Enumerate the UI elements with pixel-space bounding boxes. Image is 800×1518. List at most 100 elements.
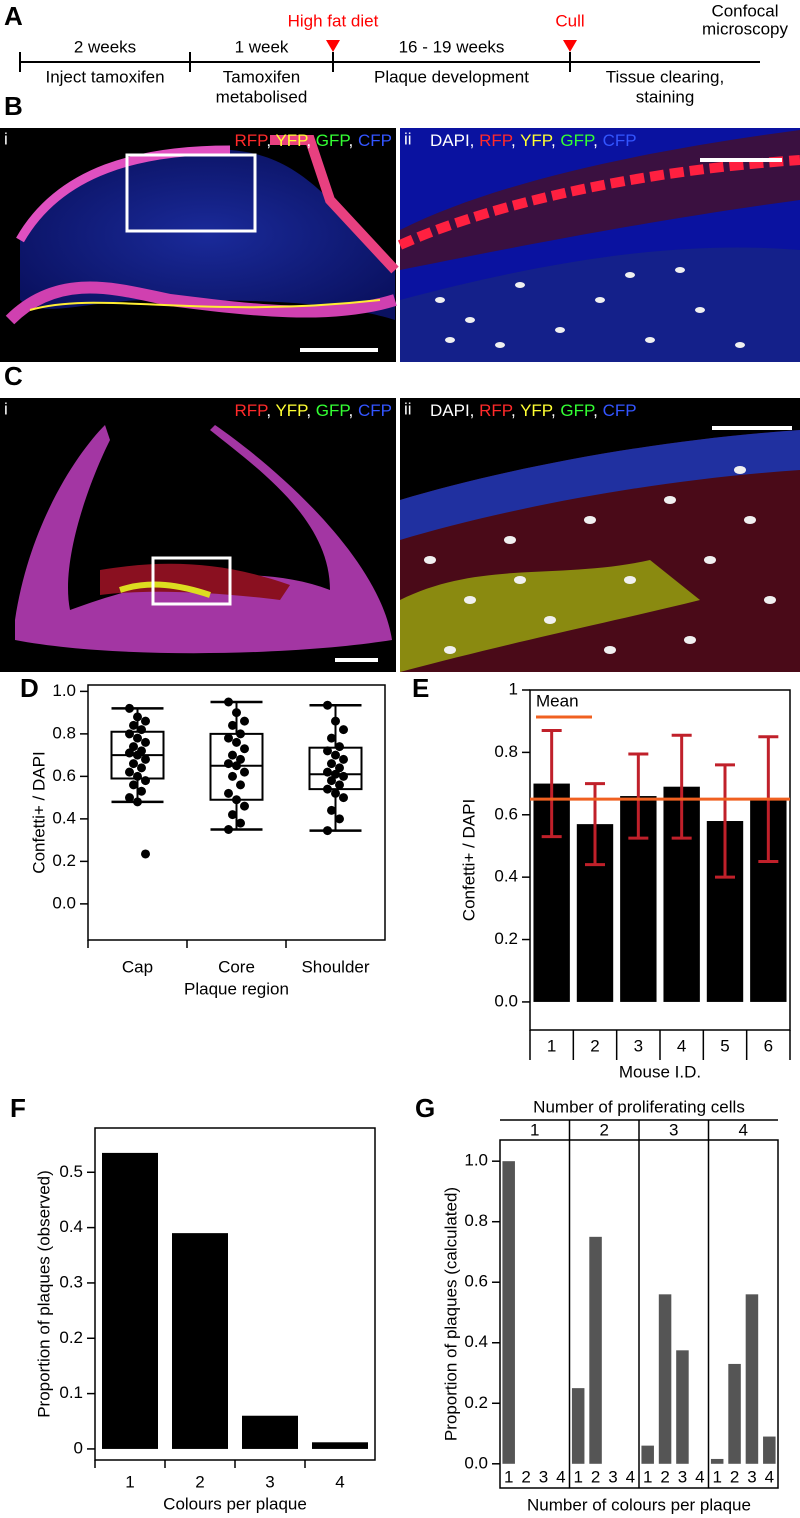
- y-axis-label: Proportion of plaques (calculated): [441, 1187, 460, 1441]
- image-b-i: [0, 128, 399, 362]
- bar: [763, 1436, 776, 1464]
- data-point: [125, 703, 134, 713]
- data-point: [137, 786, 146, 796]
- data-point: [236, 780, 245, 790]
- data-point: [129, 720, 138, 730]
- data-point: [323, 826, 332, 836]
- data-point: [228, 771, 237, 781]
- channel-label: RFP: [479, 131, 513, 150]
- x-tick-label: 1: [643, 1467, 652, 1486]
- channel-label: YFP: [520, 401, 553, 420]
- channel-labels: RFP, YFP, GFP, CFP: [235, 131, 393, 150]
- data-point: [236, 818, 245, 828]
- panel-label: E: [412, 673, 429, 703]
- image-sublabel: ii: [404, 129, 412, 148]
- x-tick-label: 4: [335, 1472, 344, 1491]
- x-tick-label: 1: [712, 1467, 721, 1486]
- marker-arrow: [326, 40, 340, 52]
- y-tick-label: 0.3: [59, 1272, 83, 1291]
- x-tick-label: 1: [573, 1467, 582, 1486]
- channel-label: CFP: [358, 401, 392, 420]
- channel-label: RFP: [235, 401, 269, 420]
- data-point: [339, 725, 348, 735]
- y-tick-label: 0.4: [494, 867, 518, 886]
- data-point: [125, 748, 134, 758]
- data-point: [141, 716, 150, 726]
- data-point: [224, 733, 233, 743]
- x-tick-label: 2: [590, 1036, 599, 1055]
- data-point: [141, 849, 150, 859]
- channel-label: ,: [349, 131, 358, 150]
- channel-label: YFP: [275, 401, 308, 420]
- data-point: [224, 697, 233, 707]
- data-point: [141, 754, 150, 764]
- bar: [676, 1350, 689, 1464]
- segment-duration: 1 week: [235, 37, 289, 56]
- y-tick-label: 0: [74, 1438, 83, 1457]
- data-point: [240, 716, 249, 726]
- channel-label: RFP: [479, 401, 513, 420]
- end-label: Confocal: [711, 1, 778, 20]
- x-tick-label: 3: [608, 1467, 617, 1486]
- bar: [102, 1152, 158, 1449]
- image-c-i: [0, 398, 396, 672]
- channel-label: GFP: [560, 131, 595, 150]
- data-point: [339, 793, 348, 803]
- channel-label: ,: [551, 401, 560, 420]
- panel-label: F: [10, 1093, 26, 1123]
- x-tick-label: 5: [720, 1036, 729, 1055]
- x-tick-label: 4: [677, 1036, 686, 1055]
- channel-label: ,: [266, 131, 275, 150]
- panel-label: D: [20, 673, 39, 703]
- panel-label: C: [4, 361, 23, 391]
- marker-label: Cull: [555, 11, 584, 30]
- data-point: [323, 767, 332, 777]
- y-tick-label: 0.0: [494, 991, 518, 1010]
- data-point: [323, 700, 332, 710]
- bar: [312, 1442, 368, 1449]
- chart-title: Number of proliferating cells: [533, 1097, 745, 1116]
- data-point: [236, 729, 245, 739]
- data-point: [133, 797, 142, 807]
- y-tick-label: 0.2: [59, 1328, 83, 1347]
- bar: [641, 1445, 654, 1464]
- x-axis-label: Number of colours per plaque: [527, 1495, 751, 1514]
- channel-labels: RFP, YFP, GFP, CFP: [235, 401, 393, 420]
- x-tick-label: 3: [634, 1036, 643, 1055]
- data-point: [327, 805, 336, 815]
- channel-label: ,: [511, 131, 520, 150]
- data-point: [232, 795, 241, 805]
- image-b-ii: [397, 128, 800, 362]
- data-point: [323, 784, 332, 794]
- y-tick-label: 0.8: [52, 723, 76, 742]
- group-label: 4: [739, 1120, 748, 1139]
- channel-label: DAPI,: [430, 131, 479, 150]
- panel-label: A: [4, 1, 23, 31]
- image-sublabel: ii: [404, 399, 412, 418]
- group-label: 3: [669, 1120, 678, 1139]
- data-point: [240, 744, 249, 754]
- y-axis-label: Confetti+ / DAPI: [29, 751, 48, 873]
- x-tick-label: 3: [265, 1472, 274, 1491]
- data-point: [228, 810, 237, 820]
- channel-label: YFP: [520, 131, 553, 150]
- channel-label: ,: [593, 401, 602, 420]
- data-point: [339, 771, 348, 781]
- y-tick-label: 0.8: [464, 1211, 488, 1230]
- x-tick-label: 2: [521, 1467, 530, 1486]
- segment-event: Plaque development: [374, 67, 529, 86]
- y-tick-label: 1.0: [464, 1151, 488, 1170]
- bar: [710, 1458, 724, 1464]
- channel-label: ,: [306, 131, 315, 150]
- data-point: [133, 750, 142, 760]
- x-tick-label: Core: [218, 957, 255, 976]
- y-tick-label: 0.6: [494, 804, 518, 823]
- x-tick-label: 3: [747, 1467, 756, 1486]
- data-point: [141, 776, 150, 786]
- x-tick-label: 4: [556, 1467, 565, 1486]
- end-label: microscopy: [702, 19, 788, 38]
- segment-event: staining: [636, 87, 695, 106]
- data-point: [327, 776, 336, 786]
- channel-label: RFP: [235, 131, 269, 150]
